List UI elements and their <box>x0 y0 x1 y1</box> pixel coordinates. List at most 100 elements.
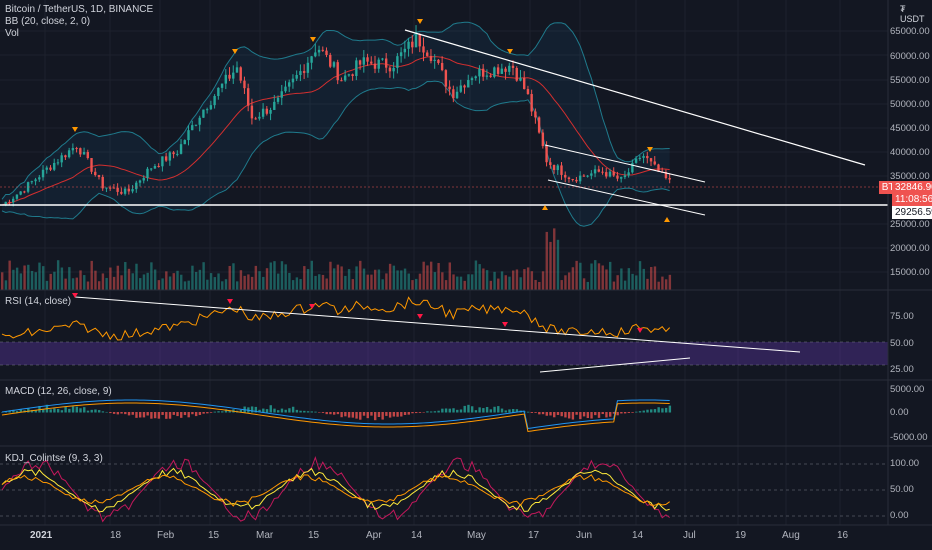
volume-bar <box>426 265 429 290</box>
macd-histogram-bar <box>150 412 153 419</box>
macd-histogram-bar <box>142 412 146 418</box>
rsi-legend[interactable]: RSI (14, close) <box>5 296 72 307</box>
macd-histogram-bar <box>321 412 325 413</box>
kdj-legend[interactable]: KDJ_Colintse (9, 3, 3) <box>5 453 103 464</box>
macd-histogram-bar <box>198 412 202 415</box>
volume-bar <box>631 273 634 290</box>
macd-histogram-bar <box>124 412 127 415</box>
candle-body <box>135 182 138 190</box>
candle-body <box>567 177 571 180</box>
candle-body <box>493 67 496 77</box>
macd-histogram-bar <box>90 409 93 413</box>
candle-body <box>67 150 71 158</box>
macd-histogram-bar <box>482 408 485 413</box>
volume-bar <box>444 280 448 290</box>
candle-body <box>355 60 358 76</box>
rsi-axis-label: 25.00 <box>890 364 914 375</box>
macd-histogram-bar <box>284 409 287 413</box>
candle-body <box>426 52 429 56</box>
macd-histogram-bar <box>176 412 179 417</box>
bb-legend[interactable]: BB (20, close, 2, 0) <box>5 16 91 27</box>
symbol-legend[interactable]: Bitcoin / TetherUS, 1D, BINANCE <box>5 4 154 15</box>
macd-histogram-bar <box>299 410 302 413</box>
candle-body <box>38 177 41 180</box>
candle-body <box>146 168 149 179</box>
candle-body <box>560 165 563 175</box>
volume-bar <box>336 264 340 290</box>
time-axis-label: Aug <box>782 530 800 541</box>
macd-histogram-bar <box>456 409 459 413</box>
macd-histogram-bar <box>623 412 627 414</box>
candle-body <box>112 187 116 189</box>
macd-histogram-bar <box>642 410 645 413</box>
macd-histogram-bar <box>400 412 403 417</box>
macd-histogram-bar <box>15 411 19 413</box>
volume-bar <box>135 263 138 290</box>
macd-histogram-bar <box>452 408 455 413</box>
volume-bar <box>523 269 526 290</box>
volume-bar <box>456 276 459 290</box>
rsi-marker-icon <box>417 314 423 319</box>
volume-bar <box>403 268 407 290</box>
volume-bar <box>206 279 209 290</box>
volume-bar <box>650 267 653 290</box>
volume-bar <box>545 231 548 290</box>
macd-histogram-bar <box>213 411 217 413</box>
macd-histogram-bar <box>553 412 556 418</box>
macd-histogram-bar <box>512 408 515 413</box>
bollinger-basis-line <box>1 56 670 206</box>
candle-body <box>157 165 160 167</box>
candle-body <box>258 116 261 119</box>
macd-histogram-bar <box>351 412 355 418</box>
candle-body <box>370 61 373 64</box>
macd-histogram-bar <box>191 412 194 415</box>
volume-bar <box>411 280 414 290</box>
top-marker-icon <box>417 19 423 24</box>
candle-body <box>601 171 604 173</box>
candle-body <box>172 152 175 155</box>
volume-bar <box>19 273 23 290</box>
candle-body <box>340 80 343 82</box>
candle-body <box>295 74 298 79</box>
vol-legend[interactable]: Vol <box>5 28 19 39</box>
candle-body <box>459 85 462 92</box>
macd-histogram-bar <box>467 404 470 413</box>
candle-body <box>549 162 552 166</box>
price-axis-label: 20000.00 <box>890 243 930 254</box>
volume-bar <box>474 260 478 290</box>
candle-body <box>306 62 310 73</box>
candle-body <box>291 78 295 83</box>
candle-body <box>336 62 339 81</box>
volume-bar <box>79 270 82 290</box>
candle-body <box>582 175 586 177</box>
volume-bar <box>64 278 67 290</box>
volume-bar <box>318 274 321 290</box>
candle-body <box>631 162 634 173</box>
macd-histogram-bar <box>120 412 123 414</box>
volume-bar <box>157 280 161 290</box>
macd-histogram-bar <box>109 412 112 414</box>
macd-legend[interactable]: MACD (12, 26, close, 9) <box>5 386 112 397</box>
volume-bar <box>385 273 388 290</box>
candle-body <box>366 57 369 62</box>
macd-histogram-bar <box>153 412 157 419</box>
time-axis-label: Feb <box>157 530 175 541</box>
currency-label[interactable]: ₮ USDT <box>900 4 932 24</box>
macd-histogram-bar <box>422 412 425 413</box>
candle-body <box>97 175 101 177</box>
candle-body <box>590 173 593 176</box>
rsi-line <box>1 296 671 341</box>
candle-body <box>49 167 52 170</box>
candle-body <box>209 105 213 110</box>
price-axis-label: 65000.00 <box>890 26 930 37</box>
candle-body <box>597 169 600 172</box>
macd-histogram-bar <box>355 412 358 419</box>
volume-bar <box>217 273 220 290</box>
macd-histogram-bar <box>437 410 440 413</box>
volume-bar <box>530 271 534 290</box>
candle-body <box>470 78 474 81</box>
volume-bar <box>441 272 444 290</box>
volume-bar <box>71 278 75 290</box>
volume-bar <box>224 279 228 290</box>
